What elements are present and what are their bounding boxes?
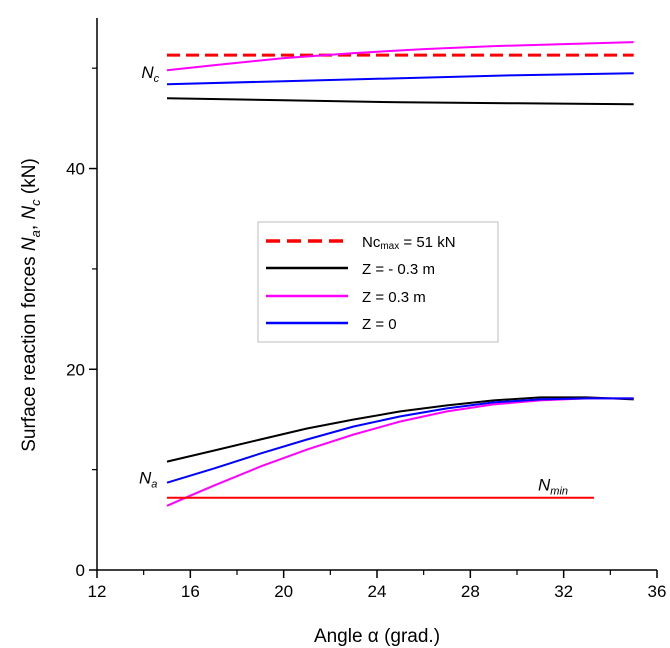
legend-label-nc-max: Ncmax = 51 kN — [362, 234, 456, 252]
y-axis-title-na-sub: a — [28, 230, 43, 237]
legend-label-nc-max-rest: = 51 kN — [399, 234, 455, 251]
series-layer — [166, 41, 634, 507]
annotation-na-sub: a — [151, 479, 157, 491]
series-line-na_z0 — [166, 397, 634, 484]
y-tick-label-0: 0 — [76, 561, 85, 580]
legend-label-z-minus: Z = - 0.3 m — [362, 261, 435, 278]
annotation-nc-sub: c — [154, 73, 160, 85]
y-tick-label-20: 20 — [66, 360, 85, 379]
y-axis-title-nc-sub: c — [28, 199, 43, 206]
y-axis-title: Surface reaction forces Na, Nc (kN) — [19, 158, 43, 452]
y-axis-title-unit: (kN) — [19, 158, 40, 199]
annotation-na: Na — [139, 469, 157, 491]
y-tick-label-40: 40 — [66, 160, 85, 179]
x-tick-label-20: 20 — [274, 582, 293, 601]
series-line-nc_z0 — [166, 72, 634, 86]
annotation-na-main: N — [139, 469, 152, 488]
x-tick-label-28: 28 — [461, 582, 480, 601]
legend: Ncmax = 51 kN Z = - 0.3 m Z = 0.3 m Z = … — [257, 221, 499, 343]
legend-label-nc-max-main: Nc — [362, 234, 381, 251]
legend-label-nc-max-sub: max — [380, 241, 399, 252]
annotation-nmin: Nmin — [538, 476, 568, 498]
annotation-nmin-sub: min — [550, 486, 568, 498]
x-tick-label-32: 32 — [554, 582, 573, 601]
y-axis-title-part-1: Surface reaction forces — [19, 251, 40, 452]
x-tick-label-12: 12 — [88, 582, 107, 601]
y-axis-title-nc: N — [19, 206, 40, 220]
series-line-nc_zm03 — [166, 97, 634, 106]
legend-label-z-plus: Z = 0.3 m — [362, 289, 426, 306]
x-tick-label-16: 16 — [181, 582, 200, 601]
y-axis-title-na: N — [19, 237, 40, 251]
series-line-na_zm03 — [166, 396, 634, 463]
legend-label-z-zero: Z = 0 — [362, 316, 397, 333]
annotation-nc: Nc — [141, 63, 159, 85]
annotation-nc-main: N — [141, 63, 154, 82]
x-tick-label-36: 36 — [648, 582, 667, 601]
annotation-nmin-main: N — [538, 476, 551, 495]
x-tick-label-24: 24 — [368, 582, 387, 601]
series-line-nc_zp03 — [166, 41, 634, 72]
x-axis-title: Angle α (grad.) — [314, 626, 440, 647]
y-axis-title-comma: , — [19, 220, 40, 231]
ticks-layer: 12 16 20 24 28 32 36 0 20 40 — [66, 67, 667, 601]
